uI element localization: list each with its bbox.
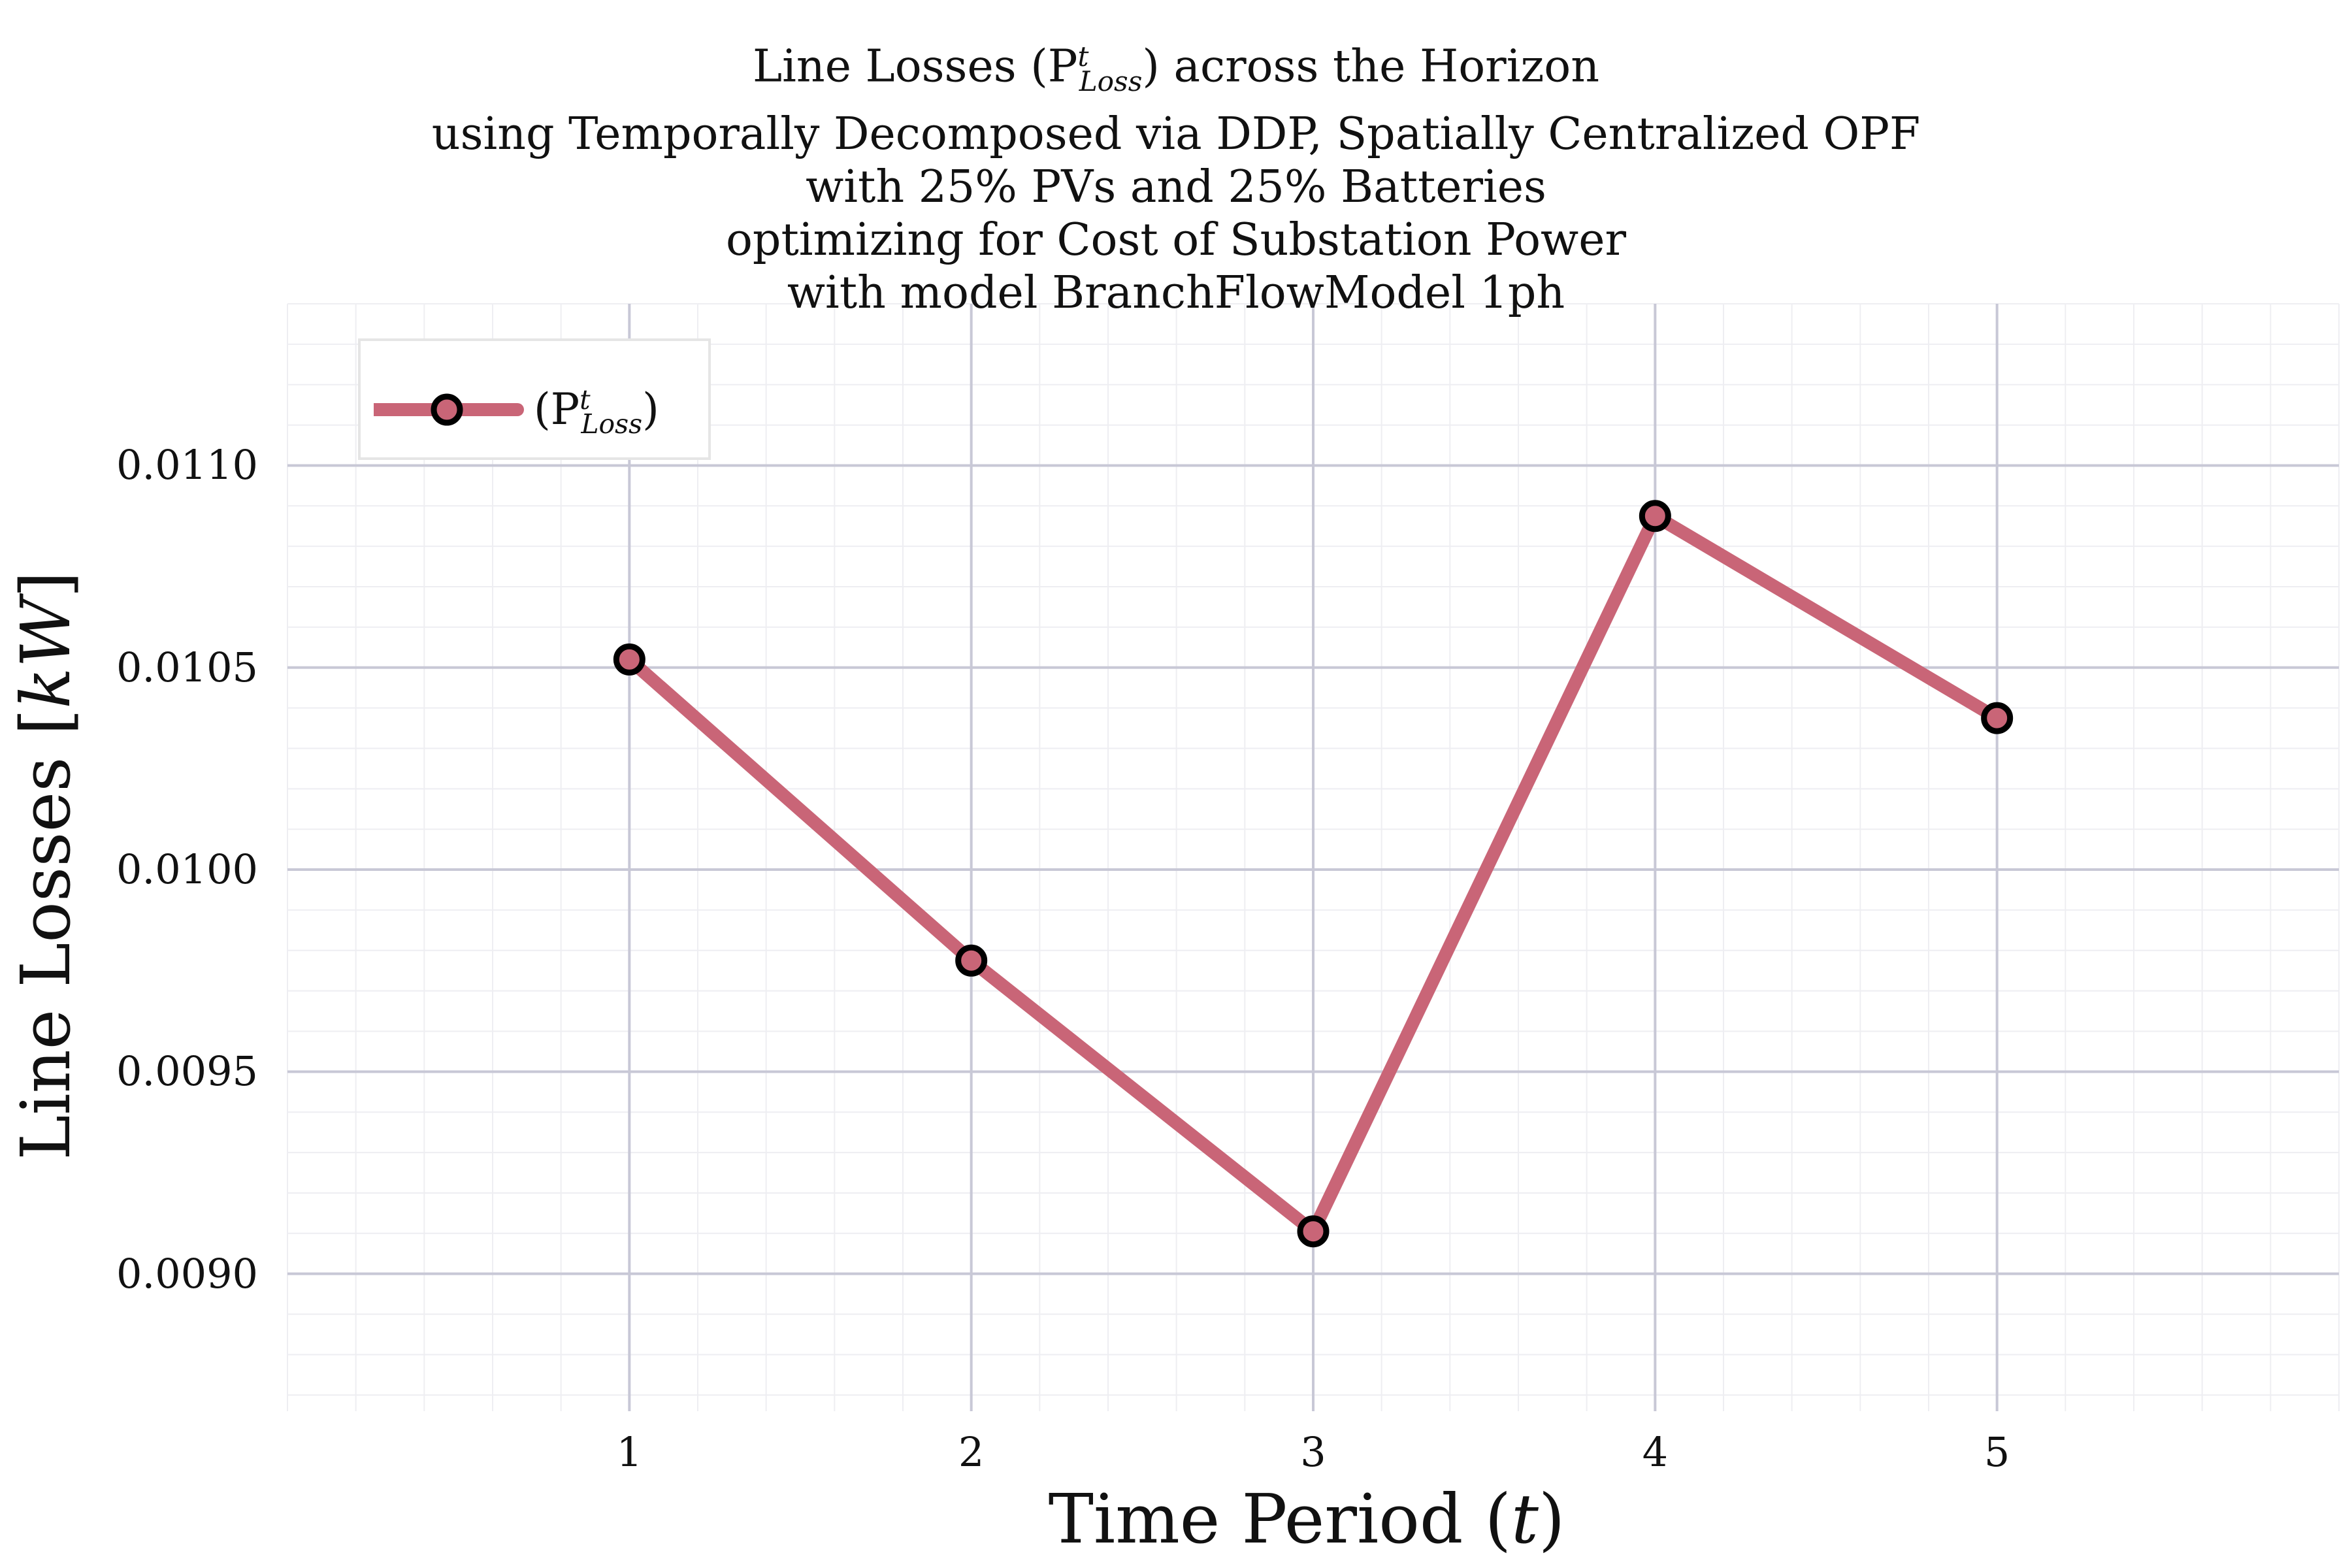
x-axis-label: Time Period (t): [1048, 1479, 1565, 1559]
title-line-5: with model BranchFlowModel 1ph: [787, 267, 1565, 319]
x-tick-label: 5: [1984, 1428, 2010, 1476]
major-grid: [287, 304, 2339, 1411]
data-point: [955, 944, 988, 977]
title-line-4: optimizing for Cost of Substation Power: [725, 214, 1627, 267]
legend-entry-label: (PtLoss): [534, 384, 659, 440]
x-tick-label: 2: [958, 1428, 985, 1476]
title-line-1: Line Losses (PtLoss) across the Horizon: [753, 41, 1599, 98]
y-tick-label: 0.0100: [116, 845, 258, 894]
data-point: [1981, 702, 2014, 734]
x-tick-label: 1: [616, 1428, 643, 1476]
y-tick-label: 0.0110: [116, 441, 258, 489]
data-point: [1297, 1215, 1330, 1248]
x-tick-label: 4: [1642, 1428, 1669, 1476]
y-tick-label: 0.0090: [116, 1249, 258, 1298]
x-tick-label: 3: [1300, 1428, 1326, 1476]
title-line-3: with 25% PVs and 25% Batteries: [806, 161, 1546, 214]
legend: (PtLoss): [358, 338, 711, 460]
y-tick-label: 0.0095: [116, 1047, 258, 1096]
legend-swatch: [374, 393, 524, 426]
series-plot: [613, 500, 2014, 1248]
title-line-2: using Temporally Decomposed via DDP, Spa…: [431, 108, 1921, 161]
y-axis-label: Line Losses [kW]: [6, 571, 86, 1160]
chart-title: Line Losses (PtLoss) across the Horizon …: [287, 30, 2065, 319]
y-tick-label: 0.0105: [116, 643, 258, 691]
data-point: [1639, 500, 1671, 532]
data-point: [613, 643, 645, 676]
